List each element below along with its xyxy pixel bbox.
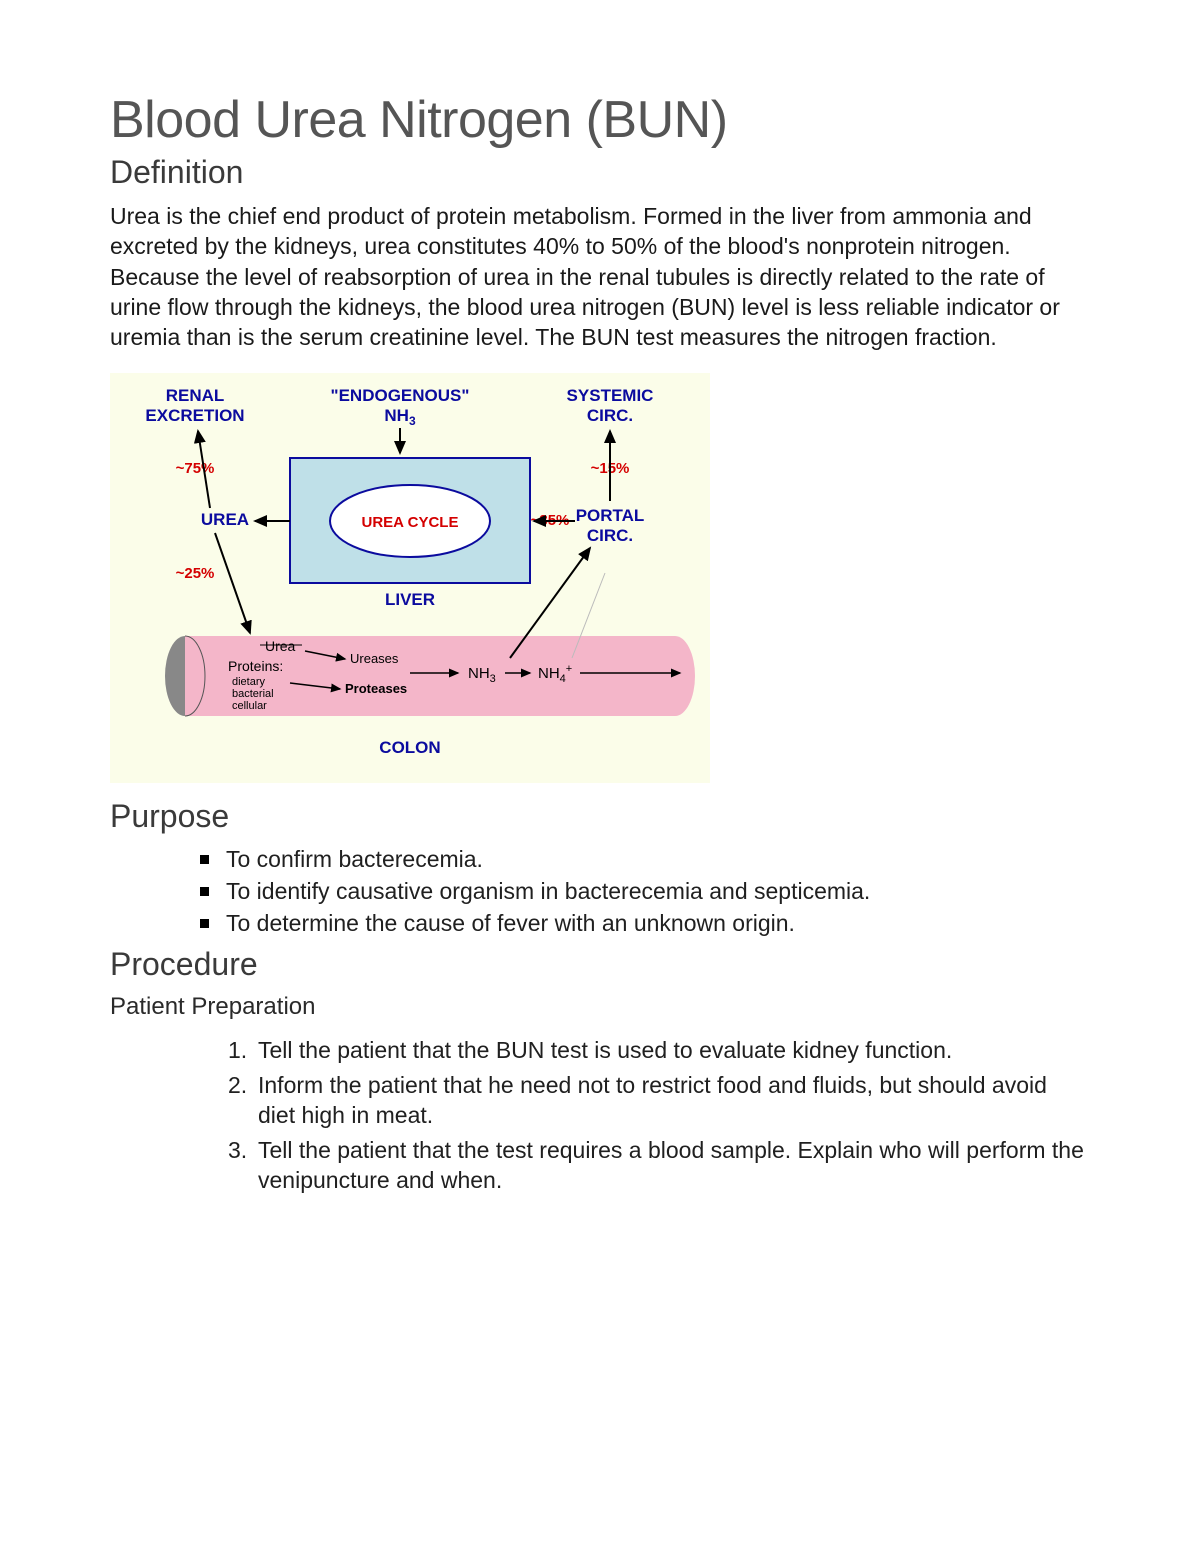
pct-75: ~75%	[176, 460, 215, 477]
cellular-label: cellular	[232, 700, 267, 712]
proteases-label: Proteases	[345, 681, 407, 696]
renal-excretion-label-2: EXCRETION	[145, 406, 244, 425]
purpose-item: To confirm bacterecemia.	[200, 845, 1090, 875]
definition-heading: Definition	[110, 154, 1090, 191]
systemic-label-2: CIRC.	[587, 406, 633, 425]
purpose-heading: Purpose	[110, 798, 1090, 835]
purpose-item: To determine the cause of fever with an …	[200, 909, 1090, 939]
bacterial-label: bacterial	[232, 688, 274, 700]
urea-label: UREA	[201, 510, 249, 529]
ureases-label: Ureases	[350, 651, 399, 666]
purpose-item: To identify causative organism in bacter…	[200, 877, 1090, 907]
procedure-heading: Procedure	[110, 946, 1090, 983]
procedure-subheading: Patient Preparation	[110, 993, 1090, 1021]
proteins-label: Proteins:	[228, 658, 283, 674]
endogenous-label: "ENDOGENOUS"	[331, 386, 470, 405]
portal-label-2: CIRC.	[587, 526, 633, 545]
portal-label-1: PORTAL	[576, 506, 645, 525]
purpose-list: To confirm bacterecemia. To identify cau…	[110, 845, 1090, 939]
urea-small-label: Urea	[265, 638, 296, 654]
definition-body: Urea is the chief end product of protein…	[110, 201, 1090, 353]
colon-label: COLON	[379, 738, 440, 757]
urea-cycle-label: UREA CYCLE	[362, 514, 459, 531]
procedure-steps: Tell the patient that the BUN test is us…	[110, 1035, 1090, 1195]
urea-cycle-diagram: UREA CYCLE RENAL EXCRETION "ENDOGENOUS" …	[110, 373, 1090, 788]
page-title: Blood Urea Nitrogen (BUN)	[110, 90, 1090, 150]
procedure-step: Inform the patient that he need not to r…	[228, 1070, 1090, 1131]
renal-excretion-label-1: RENAL	[166, 386, 225, 405]
procedure-step: Tell the patient that the BUN test is us…	[228, 1035, 1090, 1065]
procedure-step: Tell the patient that the test requires …	[228, 1135, 1090, 1196]
dietary-label: dietary	[232, 676, 266, 688]
pct-25: ~25%	[176, 565, 215, 582]
systemic-label-1: SYSTEMIC	[567, 386, 654, 405]
liver-label: LIVER	[385, 590, 435, 609]
